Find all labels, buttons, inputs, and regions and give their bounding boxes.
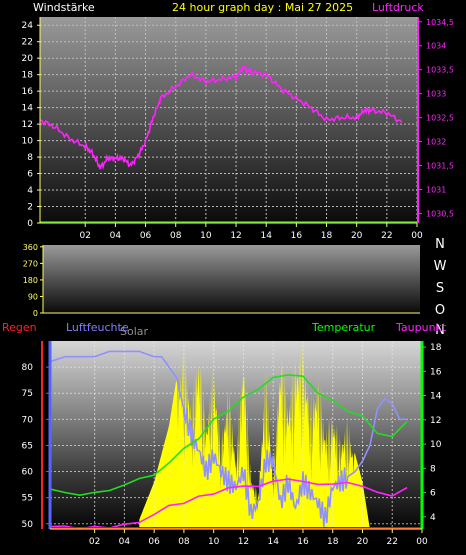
solar-title: Solar xyxy=(120,325,149,338)
climate-grid xyxy=(50,341,423,529)
humidity-y-tick-label: 55 xyxy=(22,494,33,504)
pressure-line xyxy=(39,65,403,171)
direction-y-tick-label: 360 xyxy=(23,243,38,252)
wind-x-tick-label: 02 xyxy=(80,231,91,241)
wind-y-tick-label: 6 xyxy=(27,170,33,180)
humidity-y-tick-label: 75 xyxy=(22,389,33,399)
pressure-y-tick-label: 1033 xyxy=(426,90,446,99)
wind-x-tick-label: 12 xyxy=(230,231,241,241)
direction-compass-label: N xyxy=(435,237,445,252)
pressure-y-tick-label: 1030,5 xyxy=(426,209,454,218)
climate-x-tick-label: 20 xyxy=(357,537,369,547)
pressure-y-tick-label: 1032,5 xyxy=(426,114,454,123)
wind-direction-plot-bg xyxy=(43,245,420,313)
rain-axis-title: Regen xyxy=(2,321,37,334)
climate-x-tick-label: 06 xyxy=(148,537,160,547)
pressure-y-tick-label: 1032 xyxy=(426,138,446,147)
temperature-y-tick-label: 12 xyxy=(430,416,441,426)
climate-axes: 02 04 06 08 10 12 14 16 18 20 22 00 50 55 60 65 70 75 80 4 6… xyxy=(22,341,442,547)
climate-x-tick-label: 08 xyxy=(178,537,190,547)
direction-y-tick-label: 90 xyxy=(28,292,38,301)
climate-x-tick-label: 18 xyxy=(327,537,339,547)
pressure-y-tick-label: 1031 xyxy=(426,185,446,194)
wind-axis-title: Windstärke xyxy=(33,1,95,14)
humidity-y-tick-label: 60 xyxy=(22,468,34,478)
pressure-y-tick-label: 1034,5 xyxy=(426,18,454,27)
climate-x-tick-label: 12 xyxy=(238,537,249,547)
temperature-y-tick-label: 8 xyxy=(430,464,436,474)
dewpoint-axis-title: Taupunkt xyxy=(395,321,447,334)
wind-y-tick-label: 12 xyxy=(22,120,33,130)
direction-y-tick-label: 0 xyxy=(33,309,38,318)
wind-y-tick-label: 16 xyxy=(22,87,34,97)
temperature-y-tick-label: 10 xyxy=(430,440,442,450)
pressure-axis-title: Luftdruck xyxy=(372,1,424,14)
climate-series xyxy=(139,341,370,529)
wind-pressure-panel: 02 04 06 08 10 12 14 16 18 20 22 000246810121416182… xyxy=(22,17,454,241)
climate-x-tick-label: 02 xyxy=(89,537,100,547)
climate-x-tick-label: 16 xyxy=(297,537,309,547)
temperature-y-tick-label: 14 xyxy=(430,392,442,402)
climate-x-tick-label: 14 xyxy=(267,537,279,547)
wind-x-tick-label: 06 xyxy=(140,231,152,241)
temperature-axis-title: Temperatur xyxy=(311,321,376,334)
humidity-y-tick-label: 70 xyxy=(22,415,34,425)
climate-panel: 02 04 06 08 10 12 14 16 18 20 22 00 50 55 60 65 70 75 80 4 6… xyxy=(22,341,442,547)
humidity-y-tick-label: 65 xyxy=(22,441,33,451)
wind-y-tick-label: 20 xyxy=(22,54,34,64)
pressure-y-tick-label: 1031,5 xyxy=(426,162,454,171)
direction-compass-label: O xyxy=(435,303,445,318)
wind-y-tick-label: 0 xyxy=(27,219,33,229)
climate-x-tick-label: 22 xyxy=(387,537,398,547)
wind-pressure-series xyxy=(39,65,417,223)
pressure-y-tick-label: 1034 xyxy=(426,42,446,51)
temperature-y-tick-label: 4 xyxy=(430,513,436,523)
climate-x-tick-label: 00 xyxy=(416,537,428,547)
direction-compass-label: S xyxy=(436,281,444,296)
direction-y-tick-label: 270 xyxy=(23,259,38,268)
wind-y-tick-label: 2 xyxy=(27,203,33,213)
wind-y-tick-label: 4 xyxy=(27,186,33,196)
temperature-y-tick-label: 6 xyxy=(430,489,436,499)
temperature-y-tick-label: 16 xyxy=(430,367,442,377)
direction-compass-label: N xyxy=(435,323,445,338)
wind-x-tick-label: 22 xyxy=(381,231,392,241)
wind-pressure-grid xyxy=(40,17,418,224)
wind-pressure-plot-bg xyxy=(40,17,417,223)
temperature-y-tick-label: 18 xyxy=(430,343,442,353)
wind-x-tick-label: 16 xyxy=(291,231,303,241)
wind-y-tick-label: 14 xyxy=(22,104,34,114)
temperature-line xyxy=(49,374,408,497)
wind-x-tick-label: 20 xyxy=(351,231,363,241)
wind-y-tick-label: 24 xyxy=(22,21,34,31)
wind-y-tick-label: 10 xyxy=(22,137,34,147)
humidity-y-tick-label: 80 xyxy=(22,363,34,373)
wind-y-tick-label: 18 xyxy=(22,71,34,81)
wind-y-tick-label: 8 xyxy=(27,153,33,163)
wind-x-tick-label: 08 xyxy=(170,231,182,241)
climate-x-tick-label: 04 xyxy=(119,537,131,547)
direction-compass-label: W xyxy=(434,259,447,274)
wind-y-tick-label: 22 xyxy=(22,38,33,48)
humidity-axis-title: Luftfeuchte xyxy=(66,321,129,334)
chart-title: 24 hour graph day : Mai 27 2025 xyxy=(172,1,353,14)
climate-x-tick-label: 10 xyxy=(208,537,220,547)
solar-area xyxy=(139,341,370,529)
wind-x-tick-label: 14 xyxy=(260,231,272,241)
wind-pressure-axes: 02 04 06 08 10 12 14 16 18 20 22 000246810121416182… xyxy=(22,17,454,241)
climate-lines xyxy=(49,350,422,530)
wind-x-tick-label: 10 xyxy=(200,231,212,241)
pressure-y-tick-label: 1033,5 xyxy=(426,66,454,75)
direction-y-tick-label: 180 xyxy=(23,276,38,285)
humidity-line xyxy=(49,350,408,527)
wind-x-tick-label: 00 xyxy=(411,231,423,241)
wind-x-tick-label: 18 xyxy=(321,231,333,241)
wind-x-tick-label: 04 xyxy=(110,231,122,241)
humidity-y-tick-label: 50 xyxy=(22,520,34,530)
